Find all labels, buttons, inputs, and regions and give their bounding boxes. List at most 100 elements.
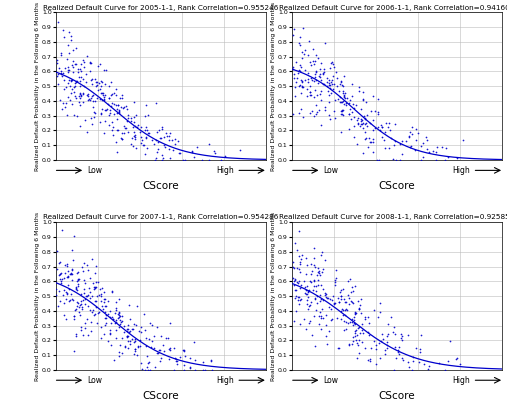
Point [305,303,313,310]
Point [382,120,390,127]
Point [80,268,88,274]
Point [113,148,121,155]
Point [294,297,302,303]
Point [62,316,70,322]
Point [405,363,413,370]
Point [114,102,122,108]
Point [298,78,306,84]
Point [310,282,318,289]
Point [119,105,127,112]
Point [83,92,91,98]
Point [146,130,154,136]
Point [340,318,348,325]
Point [151,332,159,339]
Point [71,307,79,313]
Point [351,328,359,334]
Point [311,71,319,77]
Point [131,337,139,344]
Point [52,292,60,298]
Point [349,321,357,328]
Point [115,312,123,319]
Point [58,69,66,76]
Point [411,146,419,153]
Point [409,354,417,361]
Point [99,306,107,313]
Point [85,285,93,292]
Point [298,83,306,90]
Point [92,83,100,90]
Point [291,277,299,284]
Point [348,299,356,306]
Point [115,349,123,355]
Point [77,92,85,98]
Point [136,134,144,141]
Point [75,309,83,316]
Point [399,151,407,157]
Point [367,108,375,115]
Point [355,88,364,94]
Point [76,312,84,318]
Point [360,136,369,142]
Point [330,300,338,307]
Point [346,276,354,282]
Point [87,328,95,335]
Point [68,296,77,302]
Point [352,327,360,333]
Point [320,80,328,87]
Point [318,315,327,321]
Point [341,90,349,97]
Point [124,332,132,339]
Point [112,92,120,99]
Point [304,294,312,301]
Point [350,122,358,129]
Point [130,118,138,125]
Point [342,299,350,306]
Point [130,338,138,345]
Point [94,62,102,69]
Point [357,117,366,124]
Point [68,267,77,274]
Point [300,278,308,285]
Point [398,337,406,344]
Point [88,309,96,315]
Point [66,297,75,303]
Point [441,367,449,373]
Point [125,328,133,335]
Point [349,317,357,324]
Point [345,111,353,117]
Point [342,102,350,109]
Point [360,113,368,119]
Point [137,360,145,366]
Point [165,356,173,363]
Point [141,327,149,333]
Point [84,97,92,104]
Point [297,90,305,97]
Point [354,298,362,305]
Point [112,335,120,342]
Point [83,129,91,136]
Point [57,52,65,58]
Point [144,111,152,118]
Point [73,77,81,84]
Point [292,295,300,302]
Point [444,154,452,161]
Point [353,324,361,331]
Point [77,91,85,97]
Point [221,152,229,159]
Point [121,125,129,132]
Point [63,290,71,297]
Point [146,359,154,365]
Point [127,141,135,148]
Point [344,292,352,298]
Text: High: High [453,166,470,175]
Point [293,75,301,81]
Text: Low: Low [87,166,102,175]
Point [154,349,162,356]
Point [357,339,366,345]
Point [120,328,128,335]
Point [156,358,164,365]
Point [114,315,122,321]
Point [371,307,379,314]
Point [116,312,124,319]
Point [89,307,97,314]
